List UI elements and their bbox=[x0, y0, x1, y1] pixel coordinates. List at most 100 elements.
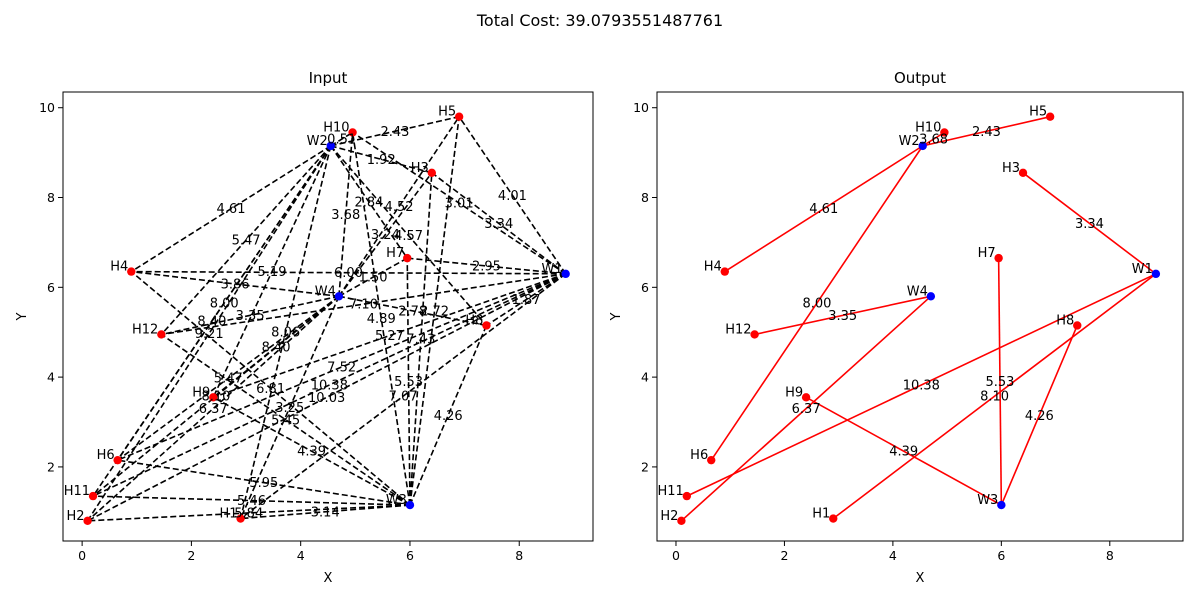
edge-label: 4.01 bbox=[498, 189, 527, 204]
edge-w3-h7 bbox=[406, 258, 411, 506]
edge-w3-h12 bbox=[160, 333, 411, 506]
edge-w3-h8 bbox=[409, 325, 488, 506]
node-h12 bbox=[157, 330, 166, 339]
edge-label: 5.46 bbox=[237, 494, 266, 509]
edge-w1-h11 bbox=[686, 273, 1157, 497]
edge-label: 5.45 bbox=[271, 413, 300, 428]
node-label: H9 bbox=[785, 385, 803, 400]
node-labels: H1 H2 H3 H4 H5 H6 H7 H8 H9 H10 H11 H12 W1 W2 W3 W4 bbox=[64, 105, 563, 524]
node-label: H11 bbox=[657, 484, 683, 499]
edge-label: 5.53 bbox=[394, 375, 423, 390]
edge-w4-h2 bbox=[87, 295, 340, 522]
edge-w4-h7 bbox=[338, 257, 408, 297]
node-label: W2 bbox=[307, 134, 328, 149]
node-label: W1 bbox=[542, 262, 563, 277]
y-tick-label: 6 bbox=[641, 280, 649, 295]
edge-w3-h9 bbox=[805, 396, 1002, 506]
node-w2 bbox=[326, 141, 335, 151]
node-label: H1 bbox=[220, 507, 238, 522]
edge-w4-h12 bbox=[161, 295, 340, 336]
node-label: H11 bbox=[64, 484, 90, 499]
edge-label: 7.52 bbox=[327, 361, 356, 376]
x-tick-label: 6 bbox=[406, 548, 414, 563]
edge-label: 3.68 bbox=[331, 208, 360, 223]
node-h12 bbox=[750, 330, 759, 339]
node-label: H8 bbox=[465, 313, 483, 328]
edge-label: 0.51 bbox=[327, 133, 356, 148]
edge-label: 3.35 bbox=[236, 309, 265, 324]
node-label: H8 bbox=[1056, 313, 1074, 328]
y-tick-label: 10 bbox=[633, 100, 649, 115]
node-label: H6 bbox=[97, 448, 115, 463]
edge-w3-h5 bbox=[409, 116, 460, 506]
edge-label: 5.95 bbox=[249, 476, 278, 491]
edge-labels: 4.61 2.43 3.68 8.00 3.34 10.38 8.105.53 4.26 4.3… bbox=[792, 125, 1104, 460]
edge-w1-h1 bbox=[240, 273, 567, 520]
node-labels: H1 H2 H3 H4 H5 H6 H7 H8 H9 H10 H11 H12 W1 W2 W3 W4 bbox=[657, 105, 1152, 524]
edge-label: 3.86 bbox=[221, 277, 250, 292]
node-w1 bbox=[1151, 269, 1161, 279]
edge-w2-h10 bbox=[922, 131, 945, 147]
edge-w4-h6 bbox=[117, 295, 340, 461]
edge-label: 8.10 bbox=[980, 390, 1009, 405]
edge-label: 10.38 bbox=[903, 378, 940, 393]
edge-w2-h1 bbox=[239, 145, 332, 519]
node-label: H2 bbox=[660, 509, 678, 524]
edge-label: 10.03 bbox=[308, 391, 345, 406]
edge-w1-h1 bbox=[832, 273, 1157, 520]
node-h9 bbox=[209, 393, 218, 402]
edge-label: 2.84 bbox=[355, 196, 384, 211]
node-label: H4 bbox=[704, 260, 722, 275]
edge-label: 4.61 bbox=[809, 202, 838, 217]
node-h1 bbox=[236, 514, 245, 523]
node-h4 bbox=[720, 267, 729, 276]
edge-label: 2.43 bbox=[380, 125, 409, 140]
node-w1 bbox=[561, 269, 570, 279]
edge-label: 8.40 bbox=[262, 340, 291, 355]
edge-label: 3.25 bbox=[275, 401, 304, 416]
x-tick-label: 2 bbox=[187, 548, 195, 563]
x-tick-label: 4 bbox=[297, 548, 305, 563]
y-tick-label: 10 bbox=[39, 100, 55, 115]
edge-label: 3.68 bbox=[919, 133, 948, 148]
edge-w1-h12 bbox=[161, 273, 566, 336]
node-label: H7 bbox=[978, 246, 996, 261]
edge-w3-h4 bbox=[130, 270, 411, 506]
figure-suptitle: Total Cost: 39.0793551487761 bbox=[476, 11, 723, 30]
edge-w2-h6 bbox=[710, 145, 924, 461]
node-label: W4 bbox=[907, 284, 928, 299]
edge-label: 8.40 bbox=[197, 314, 226, 329]
node-h9 bbox=[801, 393, 811, 402]
node-w4 bbox=[334, 292, 344, 301]
y-axis-label: Y bbox=[15, 312, 30, 321]
edge-label: 6.37 bbox=[199, 402, 228, 417]
y-tick-label: 2 bbox=[47, 459, 55, 474]
edge-label: 3.34 bbox=[1075, 217, 1104, 232]
axes-frame bbox=[656, 91, 1184, 542]
edge-label: 4.61 bbox=[217, 202, 246, 217]
edge-w1-h3 bbox=[431, 172, 567, 275]
edge-label: 3.14 bbox=[311, 505, 340, 520]
edge-w2-h5 bbox=[922, 115, 1051, 147]
edge-label: 4.26 bbox=[434, 409, 463, 424]
node-label: H3 bbox=[1002, 161, 1020, 176]
edge-label: 8.06 bbox=[271, 326, 300, 341]
node-label: H3 bbox=[411, 161, 429, 176]
edge-label: 8.00 bbox=[210, 297, 239, 312]
node-h2 bbox=[677, 516, 686, 525]
y-tick-label: 4 bbox=[47, 370, 55, 385]
edge-label: 3.01 bbox=[445, 197, 474, 212]
edge-label: 3.24 bbox=[371, 228, 400, 243]
node-label: H1 bbox=[812, 507, 830, 522]
edge-label: 6.00 bbox=[334, 266, 363, 281]
node-label: H9 bbox=[192, 385, 210, 400]
edge-w3-h6 bbox=[117, 459, 411, 506]
edge-w2-h12 bbox=[160, 145, 332, 335]
edge-w4-h10 bbox=[338, 132, 354, 297]
node-h5 bbox=[1045, 112, 1055, 121]
axes-frame bbox=[62, 91, 594, 542]
edge-w2-h4 bbox=[724, 145, 924, 273]
x-tick-label: 6 bbox=[997, 548, 1005, 563]
edge-label: 4.89 bbox=[367, 312, 396, 327]
